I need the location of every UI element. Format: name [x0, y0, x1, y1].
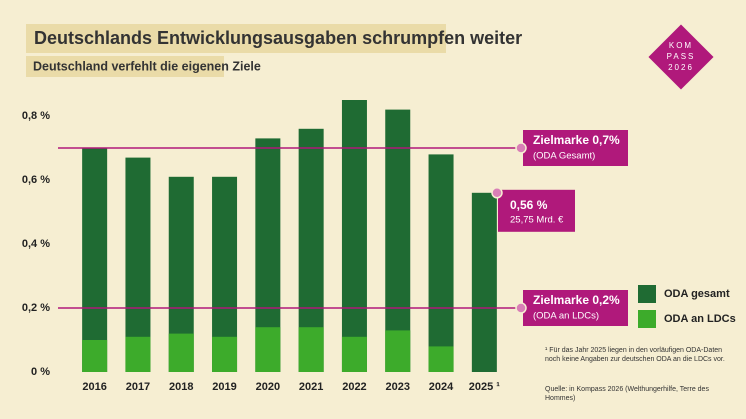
legend-label: ODA an LDCs [664, 313, 736, 325]
logo-text: KOM [669, 41, 693, 50]
title-box [26, 24, 446, 53]
annotation-sublabel: 25,75 Mrd. € [510, 214, 564, 225]
annotation-dot [491, 187, 503, 199]
bar [341, 336, 367, 372]
footnote-box: ¹ Für das Jahr 2025 liegen in den vorläu… [545, 347, 725, 363]
callout-box [523, 130, 628, 166]
x-tick-label: 2019 [212, 381, 236, 393]
bar [82, 148, 108, 372]
x-tick-label: 2021 [299, 381, 323, 393]
source: Quelle: in Kompass 2026 (Welthungerhilfe… [545, 386, 709, 402]
subtitle-box [26, 56, 224, 77]
callout-box [523, 290, 628, 326]
x-tick-label: 2022 [342, 381, 366, 393]
x-tick-label: 2025 ¹ [469, 381, 501, 393]
logo-diamond [645, 21, 717, 93]
y-tick-label: 0 % [31, 366, 50, 378]
annotation-label: 0,56 % [510, 198, 548, 212]
y-tick-label: 0,2 % [22, 302, 50, 314]
x-tick-label: 2020 [256, 381, 280, 393]
bar [341, 100, 367, 372]
logo-text: PASS [667, 52, 696, 61]
bar [212, 336, 238, 372]
legend-label: ODA gesamt [664, 288, 730, 300]
x-tick-label: 2017 [126, 381, 150, 393]
footnote: ¹ Für das Jahr 2025 liegen in den vorläu… [545, 347, 725, 363]
bar [298, 327, 324, 372]
x-tick-label: 2018 [169, 381, 193, 393]
legend-swatch [638, 310, 656, 328]
bar [82, 340, 108, 372]
x-tick-label: 2024 [429, 381, 454, 393]
bar [125, 336, 151, 372]
x-tick-label: 2023 [386, 381, 410, 393]
bar [385, 330, 411, 372]
chart-title: Deutschlands Entwicklungsausgaben schrum… [34, 28, 522, 48]
y-tick-label: 0,6 % [22, 174, 50, 186]
callout-sublabel: (ODA an LDCs) [533, 311, 599, 322]
bar [255, 327, 281, 372]
callout-dot [515, 142, 527, 154]
bar [428, 154, 454, 372]
bar [428, 346, 454, 372]
callout-box [498, 189, 575, 232]
x-tick-label: 2016 [82, 381, 106, 393]
logo-text: 2026 [668, 63, 694, 72]
y-tick-label: 0,8 % [22, 110, 50, 122]
legend-swatch [638, 285, 656, 303]
bar [125, 157, 151, 372]
callout-dot [515, 302, 527, 314]
logo: KOM PASS 2026 [645, 21, 717, 93]
callout-label: Zielmarke 0,7% [533, 133, 620, 147]
bar [168, 333, 194, 372]
bar [385, 109, 411, 372]
callout-sublabel: (ODA Gesamt) [533, 151, 595, 162]
y-tick-label: 0,4 % [22, 238, 50, 250]
bar [471, 192, 497, 372]
callout-label: Zielmarke 0,2% [533, 293, 620, 307]
source-box: Quelle: in Kompass 2026 (Welthungerhilfe… [545, 386, 709, 402]
chart-subtitle: Deutschland verfehlt die eigenen Ziele [33, 59, 261, 73]
